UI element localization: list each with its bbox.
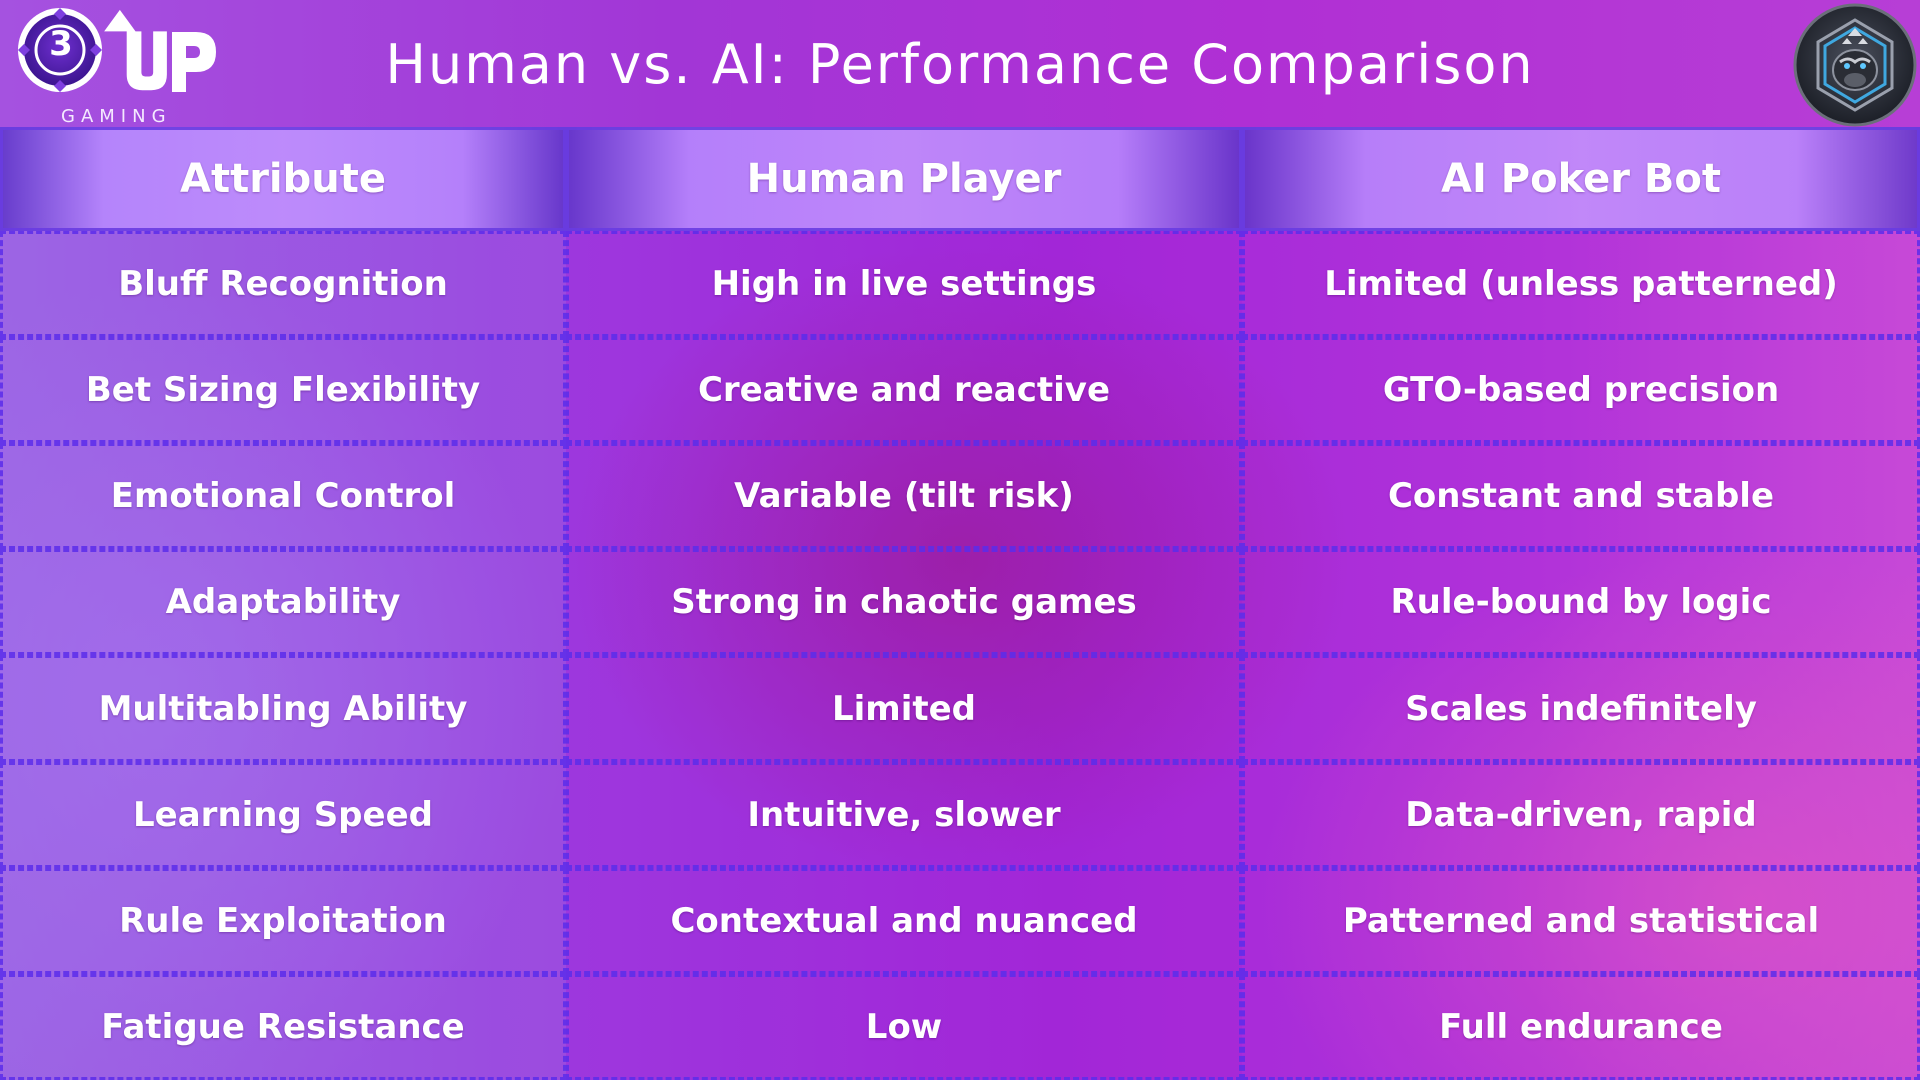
page-title: Human vs. AI: Performance Comparison [385,33,1535,96]
gorilla-mascot-icon [1792,2,1918,128]
table-cell-attribute: Emotional Control [0,443,566,549]
table-cell-attribute: Bluff Recognition [0,231,566,337]
table-cell-human-player: Strong in chaotic games [566,549,1242,655]
column-header-attribute: Attribute [0,127,566,231]
table-cell-attribute: Adaptability [0,549,566,655]
table-cell-ai-poker-bot: Full endurance [1242,974,1920,1080]
table-cell-ai-poker-bot: GTO-based precision [1242,337,1920,443]
table-cell-attribute: Multitabling Ability [0,655,566,762]
poker-chip-icon [18,8,102,92]
brand-badge-number: 3 [49,24,73,64]
table-cell-human-player: Low [566,974,1242,1080]
table-cell-ai-poker-bot: Limited (unless patterned) [1242,231,1920,337]
table-cell-attribute: Bet Sizing Flexibility [0,337,566,443]
table-cell-human-player: Creative and reactive [566,337,1242,443]
table-cell-ai-poker-bot: Scales indefinitely [1242,655,1920,762]
comparison-table: Attribute Human Player AI Poker Bot Bluff R… [0,127,1920,1080]
up-arrow-icon [104,9,216,92]
column-header-ai-poker-bot: AI Poker Bot [1242,127,1920,231]
table-cell-human-player: High in live settings [566,231,1242,337]
brand-logo: 3 GAMING [16,6,236,127]
header-bar: 3 GAMING Human vs. AI: Performance Compa… [0,0,1920,127]
table-cell-ai-poker-bot: Data-driven, rapid [1242,762,1920,868]
table-cell-attribute: Rule Exploitation [0,868,566,974]
table-cell-ai-poker-bot: Patterned and statistical [1242,868,1920,974]
table-cell-human-player: Limited [566,655,1242,762]
table-cell-ai-poker-bot: Rule-bound by logic [1242,549,1920,655]
table-cell-human-player: Variable (tilt risk) [566,443,1242,549]
brand-tagline: GAMING [61,106,172,127]
table-cell-ai-poker-bot: Constant and stable [1242,443,1920,549]
column-header-human-player: Human Player [566,127,1242,231]
table-cell-attribute: Fatigue Resistance [0,974,566,1080]
table-cell-human-player: Intuitive, slower [566,762,1242,868]
table-cell-human-player: Contextual and nuanced [566,868,1242,974]
table-cell-attribute: Learning Speed [0,762,566,868]
